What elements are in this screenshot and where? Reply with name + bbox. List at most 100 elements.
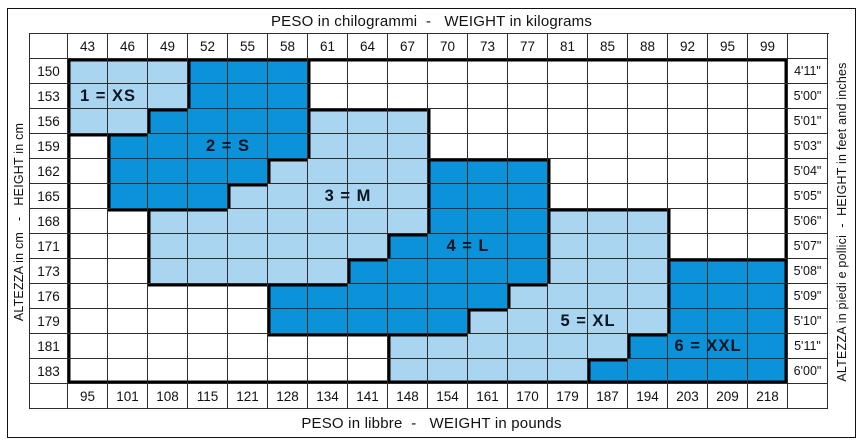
- size-cell: [548, 284, 588, 309]
- size-cell: [68, 59, 108, 84]
- size-cell: [268, 209, 308, 234]
- size-cell: [668, 309, 708, 334]
- size-cell: [188, 334, 228, 359]
- size-cell: [468, 259, 508, 284]
- kg-header-cell: 49: [148, 34, 188, 59]
- size-cell: [508, 84, 548, 109]
- size-cell: [308, 134, 348, 159]
- size-cell: [188, 184, 228, 209]
- cm-label-cell: 165: [30, 184, 68, 209]
- size-cell: [68, 84, 108, 109]
- size-cell: [428, 259, 468, 284]
- size-cell: [348, 284, 388, 309]
- lb-label-cell: 218: [748, 384, 788, 409]
- kg-header-cell: 85: [588, 34, 628, 59]
- size-cell: [548, 134, 588, 159]
- size-cell: [388, 234, 428, 259]
- size-cell: [308, 209, 348, 234]
- size-cell: [508, 359, 548, 384]
- ftin-label-cell: 5'09": [788, 284, 828, 309]
- size-cell: [708, 184, 748, 209]
- size-cell: [748, 184, 788, 209]
- size-cell: [468, 134, 508, 159]
- size-cell: [548, 309, 588, 334]
- lb-label-cell: 187: [588, 384, 628, 409]
- kg-header-cell: 46: [108, 34, 148, 59]
- size-cell: [748, 109, 788, 134]
- size-cell: [68, 109, 108, 134]
- size-cell: [668, 359, 708, 384]
- size-cell: [508, 184, 548, 209]
- chart-body: ALTEZZA in cm - HEIGHT in cm 43 46 49 52 55 5…: [8, 33, 855, 410]
- size-cell: [548, 209, 588, 234]
- size-cell: [68, 209, 108, 234]
- size-cell: [228, 359, 268, 384]
- size-cell: [148, 59, 188, 84]
- size-cell: [108, 209, 148, 234]
- lb-axis-title: PESO in libbre - WEIGHT in pounds: [301, 415, 562, 432]
- size-cell: [348, 184, 388, 209]
- lb-label-cell: 148: [388, 384, 428, 409]
- size-cell: [228, 59, 268, 84]
- size-cell: [268, 109, 308, 134]
- size-cell: [68, 184, 108, 209]
- size-cell: [548, 184, 588, 209]
- size-cell: [668, 234, 708, 259]
- kg-header-cell: 88: [628, 34, 668, 59]
- size-cell: [148, 334, 188, 359]
- size-cell: [148, 184, 188, 209]
- size-cell: [628, 259, 668, 284]
- size-cell: [188, 59, 228, 84]
- size-cell: [188, 259, 228, 284]
- size-cell: [628, 309, 668, 334]
- size-cell: [228, 259, 268, 284]
- size-cell: [708, 59, 748, 84]
- size-cell: [708, 234, 748, 259]
- lb-label-cell: 170: [508, 384, 548, 409]
- lb-label-cell: 115: [188, 384, 228, 409]
- lb-label-cell: 179: [548, 384, 588, 409]
- size-cell: [148, 284, 188, 309]
- size-cell: [708, 259, 748, 284]
- size-cell: [628, 359, 668, 384]
- size-cell: [228, 84, 268, 109]
- lb-label-cell: 95: [68, 384, 108, 409]
- kg-header-cell: 99: [748, 34, 788, 59]
- cm-label-cell: 173: [30, 259, 68, 284]
- lb-label-cell: 121: [228, 384, 268, 409]
- size-cell: [308, 259, 348, 284]
- size-cell: [508, 209, 548, 234]
- cm-label-cell: 168: [30, 209, 68, 234]
- size-cell: [108, 84, 148, 109]
- lb-label-cell: 108: [148, 384, 188, 409]
- size-cell: [668, 59, 708, 84]
- size-cell: [748, 309, 788, 334]
- size-cell: [588, 284, 628, 309]
- size-cell: [548, 259, 588, 284]
- ftin-label-cell: 5'05": [788, 184, 828, 209]
- size-cell: [708, 284, 748, 309]
- lb-label-cell: 154: [428, 384, 468, 409]
- size-cell: [428, 284, 468, 309]
- size-cell: [188, 209, 228, 234]
- kg-header-cell: 55: [228, 34, 268, 59]
- size-cell: [228, 309, 268, 334]
- size-cell: [228, 209, 268, 234]
- size-cell: [628, 334, 668, 359]
- size-cell: [148, 84, 188, 109]
- size-cell: [268, 359, 308, 384]
- size-cell: [108, 184, 148, 209]
- size-cell: [548, 109, 588, 134]
- ftin-label-cell: 5'03": [788, 134, 828, 159]
- size-cell: [388, 259, 428, 284]
- ftin-label-cell: 5'06": [788, 209, 828, 234]
- size-cell: [748, 59, 788, 84]
- right-axis-strip: ALTEZZA in piedi e pollici - HEIGHT in f…: [829, 33, 855, 410]
- kg-header-cell: 52: [188, 34, 228, 59]
- kg-axis-title: PESO in chilogrammi - WEIGHT in kilogram…: [270, 12, 593, 30]
- size-cell: [268, 59, 308, 84]
- height-cm-axis-label: ALTEZZA in cm - HEIGHT in cm: [11, 122, 26, 321]
- size-cell: [468, 234, 508, 259]
- size-cell: [428, 184, 468, 209]
- size-cell: [748, 209, 788, 234]
